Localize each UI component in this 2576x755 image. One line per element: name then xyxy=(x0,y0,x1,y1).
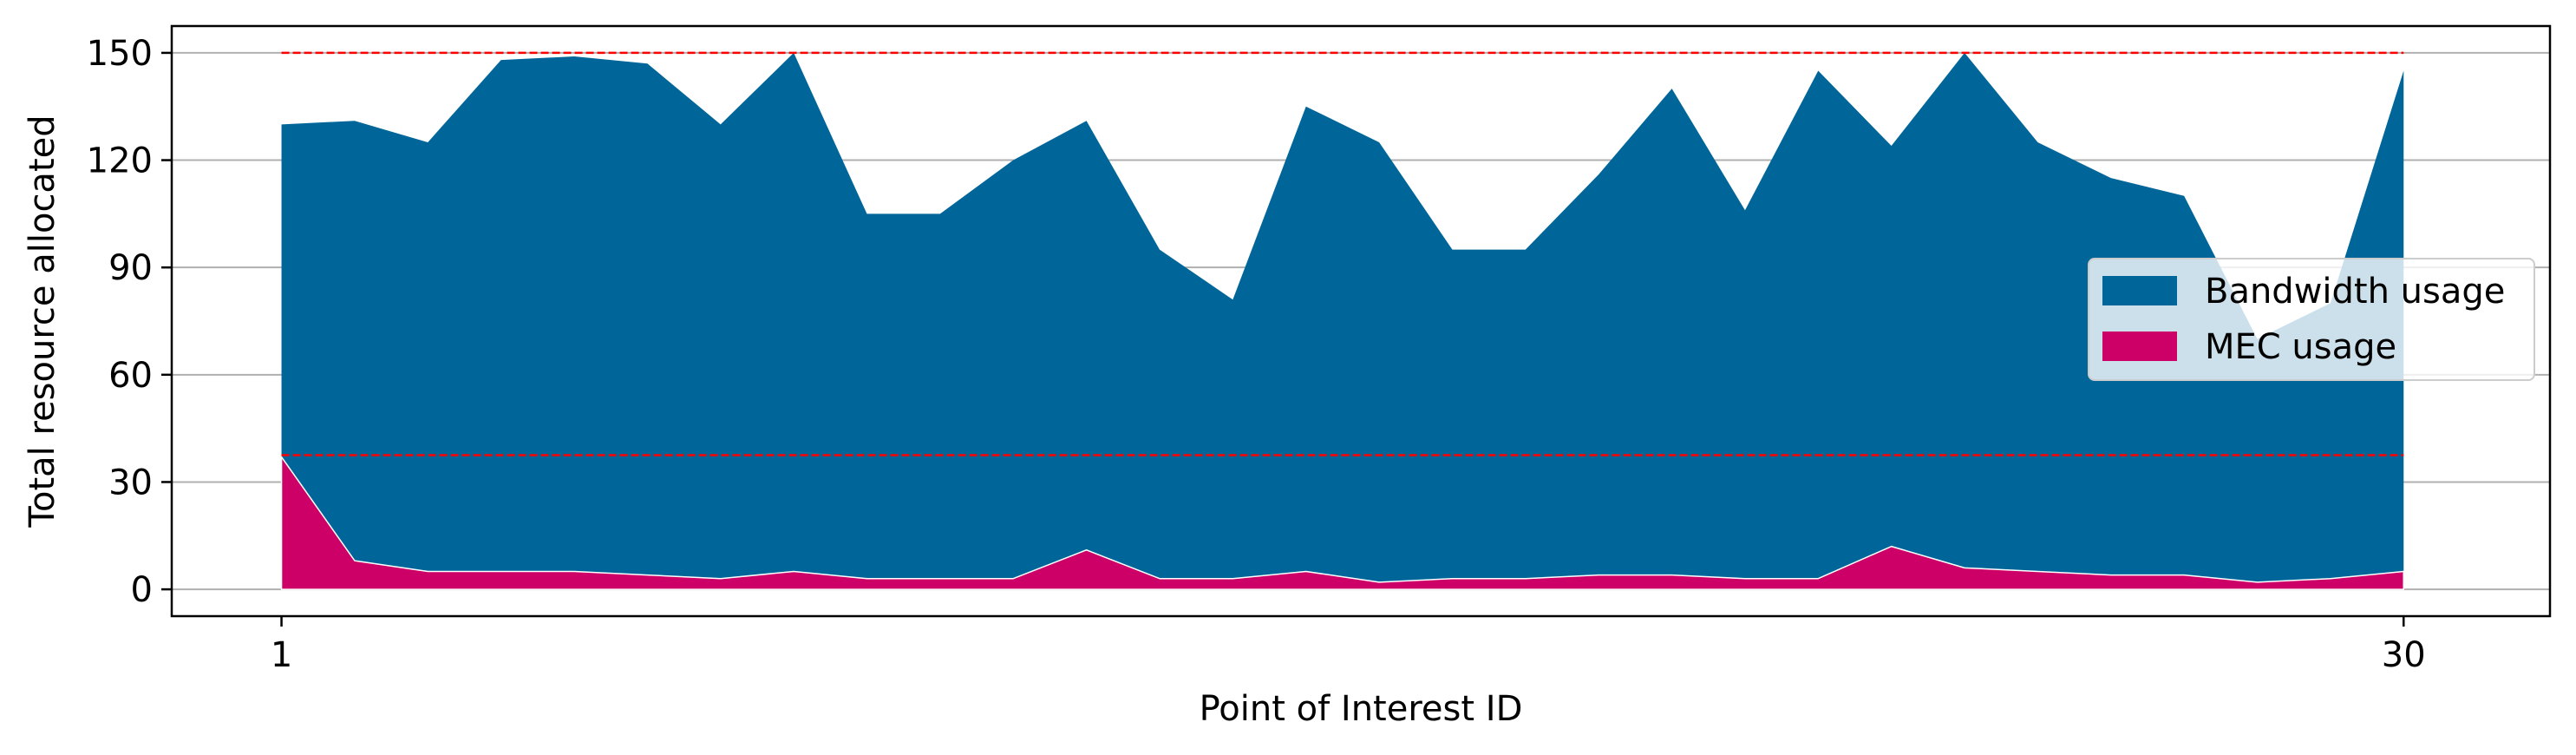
reference-lines xyxy=(281,51,2404,456)
legend-swatch-1 xyxy=(2102,276,2177,305)
y-axis-label: Total resource allocated xyxy=(23,115,62,528)
y-tick-label-150: 150 xyxy=(87,34,153,74)
y-tick-label-30: 30 xyxy=(108,463,153,502)
legend-box xyxy=(2088,258,2535,381)
area-mec-usage xyxy=(280,456,2405,590)
legend: Bandwidth usage MEC usage xyxy=(2088,258,2535,381)
y-tick-label-60: 60 xyxy=(108,356,153,396)
x-tick-label-1: 1 xyxy=(271,635,292,675)
y-tick-label-0: 0 xyxy=(131,570,153,610)
y-tick-label-120: 120 xyxy=(87,141,153,181)
plot-frame xyxy=(170,24,2552,618)
legend-swatch-2 xyxy=(2102,332,2177,361)
y-axis-ticks: 0 30 60 90 120 150 xyxy=(87,34,172,610)
x-axis-label: Point of Interest ID xyxy=(1200,689,1523,729)
legend-label-1: Bandwidth usage xyxy=(2205,272,2505,312)
legend-label-2: MEC usage xyxy=(2205,327,2396,367)
x-axis-ticks: 1 30 xyxy=(271,616,2426,675)
x-tick-label-30: 30 xyxy=(2382,635,2426,675)
y-tick-label-90: 90 xyxy=(108,248,153,288)
